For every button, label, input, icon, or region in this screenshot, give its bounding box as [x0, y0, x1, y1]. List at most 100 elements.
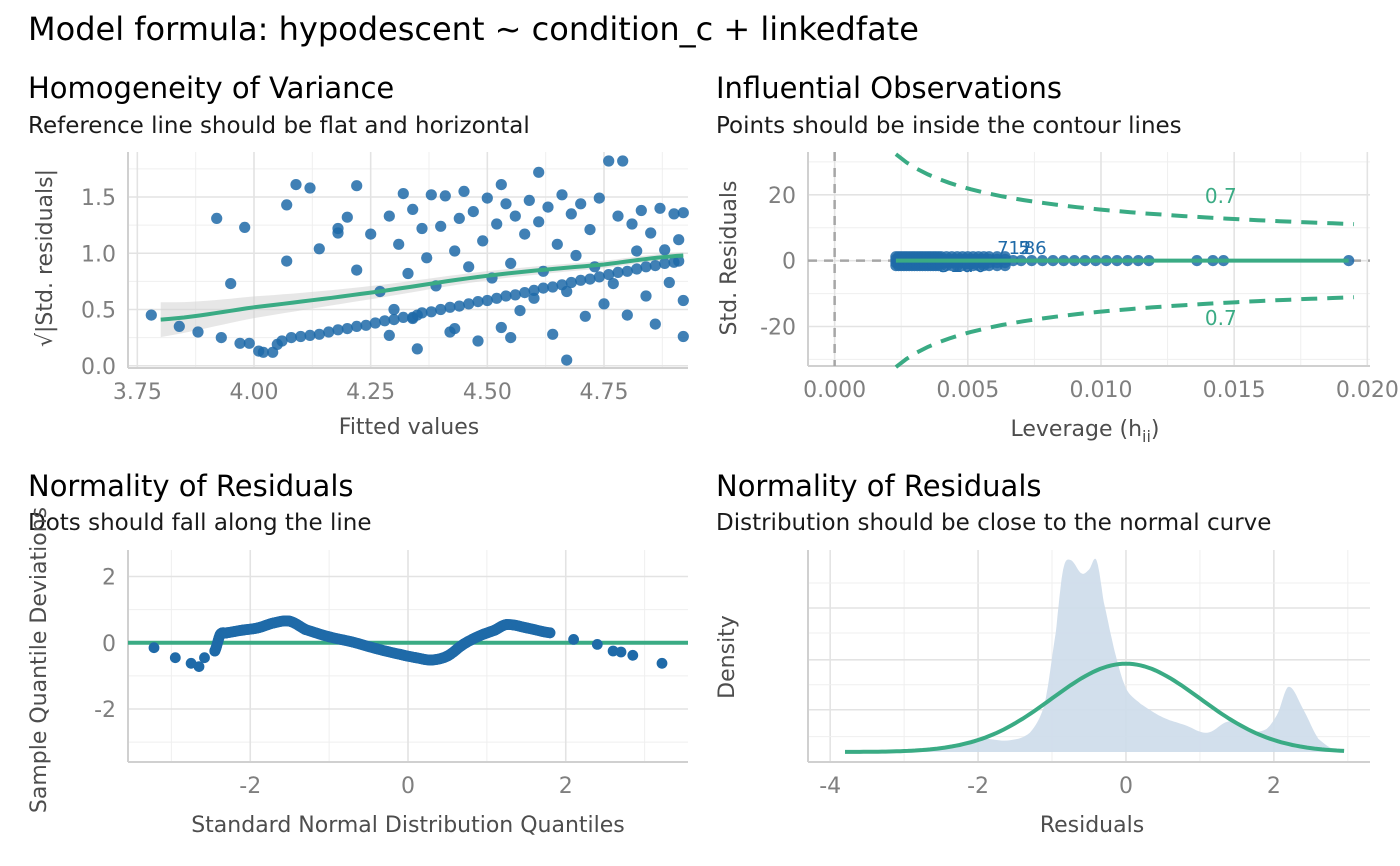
- data-point: [393, 238, 405, 250]
- data-point: [635, 204, 647, 217]
- data-point: [435, 220, 447, 232]
- data-point: [360, 319, 372, 331]
- data-point: [467, 206, 479, 218]
- data-point: [416, 222, 428, 235]
- plot-marks: [128, 615, 688, 672]
- panel-title: Homogeneity of Variance: [28, 71, 394, 105]
- data-point: [313, 328, 325, 340]
- plot-axes: 0.000 0.005 0.010 0.015 0.020 -20 0 20: [760, 152, 1399, 403]
- data-point: [491, 292, 503, 304]
- data-point: [509, 210, 521, 222]
- contour-label: 0.7: [1205, 184, 1237, 208]
- data-point: [281, 255, 293, 267]
- data-point: [598, 298, 610, 310]
- data-point: [505, 332, 517, 344]
- data-point: [332, 222, 344, 235]
- data-point: [421, 252, 433, 264]
- data-point: [472, 296, 484, 308]
- data-point: [509, 289, 521, 301]
- data-point: [192, 326, 204, 338]
- data-point: [425, 189, 437, 201]
- data-point: [351, 320, 363, 332]
- data-point: [565, 208, 577, 220]
- data-point: [607, 645, 619, 657]
- x-tick-label: 0.020: [1336, 378, 1399, 403]
- data-point: [649, 260, 661, 272]
- cook-contour-lower: [894, 295, 1355, 369]
- data-point: [575, 198, 587, 210]
- x-axis-label-subscript: ii: [1142, 427, 1151, 446]
- data-point: [603, 269, 615, 281]
- panel-subtitle: Points should be inside the contour line…: [716, 113, 1182, 139]
- x-tick-label: 0.005: [936, 378, 999, 403]
- data-point: [449, 245, 461, 257]
- data-point: [495, 321, 507, 334]
- data-point: [570, 249, 582, 262]
- data-point: [537, 282, 549, 294]
- data-point: [341, 211, 353, 223]
- panel-title: Normality of Residuals: [716, 469, 1042, 503]
- data-point: [668, 208, 680, 220]
- x-tick-label: 4.50: [463, 380, 512, 405]
- data-point: [556, 189, 568, 201]
- x-axis-label: Fitted values: [339, 415, 479, 440]
- plot-axes: -4 -2 0 2: [807, 550, 1370, 799]
- data-point: [519, 228, 531, 240]
- data-point: [593, 192, 605, 204]
- data-point: [439, 190, 451, 202]
- panel-title: Normality of Residuals: [28, 469, 354, 503]
- panel-subtitle: Distribution should be close to the norm…: [716, 510, 1271, 536]
- data-point: [295, 330, 307, 343]
- data-point: [617, 155, 629, 167]
- data-point: [627, 649, 639, 661]
- x-tick-label: 3.75: [113, 380, 162, 405]
- data-point: [542, 201, 554, 213]
- data-point: [351, 264, 363, 276]
- data-point: [365, 228, 377, 240]
- data-point: [612, 210, 624, 222]
- x-tick-label: -2: [239, 774, 261, 799]
- data-point: [383, 210, 395, 222]
- data-point: [551, 238, 563, 250]
- x-tick-label: 0.010: [1069, 378, 1132, 403]
- data-point: [257, 346, 269, 358]
- data-point: [663, 276, 675, 289]
- data-point: [211, 212, 223, 224]
- plot-marks: [145, 155, 689, 366]
- data-point: [645, 227, 657, 239]
- data-point: [148, 642, 160, 654]
- data-point: [603, 155, 615, 167]
- data-point: [411, 343, 423, 355]
- density-area: [859, 558, 1341, 752]
- panel-density: Normality of Residuals Distribution shou…: [715, 469, 1370, 838]
- data-point: [397, 311, 409, 323]
- x-axis-label: Leverage (hii): [1011, 417, 1160, 446]
- data-point: [199, 652, 210, 664]
- point-label: 5: [1018, 238, 1029, 259]
- data-point: [332, 324, 344, 336]
- data-point: [449, 323, 461, 335]
- data-point: [481, 192, 493, 204]
- data-point: [505, 257, 517, 269]
- data-point: [435, 303, 447, 316]
- data-point: [472, 335, 484, 347]
- data-point: [547, 328, 559, 340]
- y-tick-label: 20: [768, 184, 796, 209]
- data-point: [351, 180, 363, 192]
- data-point: [1343, 255, 1355, 267]
- y-tick-label: 1.0: [81, 242, 116, 267]
- data-point: [673, 255, 685, 267]
- data-point: [631, 263, 643, 275]
- figure-title: Model formula: hypodescent ~ condition_c…: [28, 10, 919, 48]
- x-tick-label: 2: [1267, 774, 1281, 799]
- point-label: 86: [1024, 238, 1047, 259]
- data-point: [402, 267, 414, 280]
- data-point: [416, 307, 428, 319]
- data-point: [612, 266, 624, 278]
- data-point: [341, 323, 353, 335]
- plot-marks: [845, 558, 1345, 754]
- data-point: [304, 182, 316, 194]
- data-point: [533, 216, 545, 228]
- data-point: [659, 257, 671, 269]
- data-point: [621, 265, 633, 277]
